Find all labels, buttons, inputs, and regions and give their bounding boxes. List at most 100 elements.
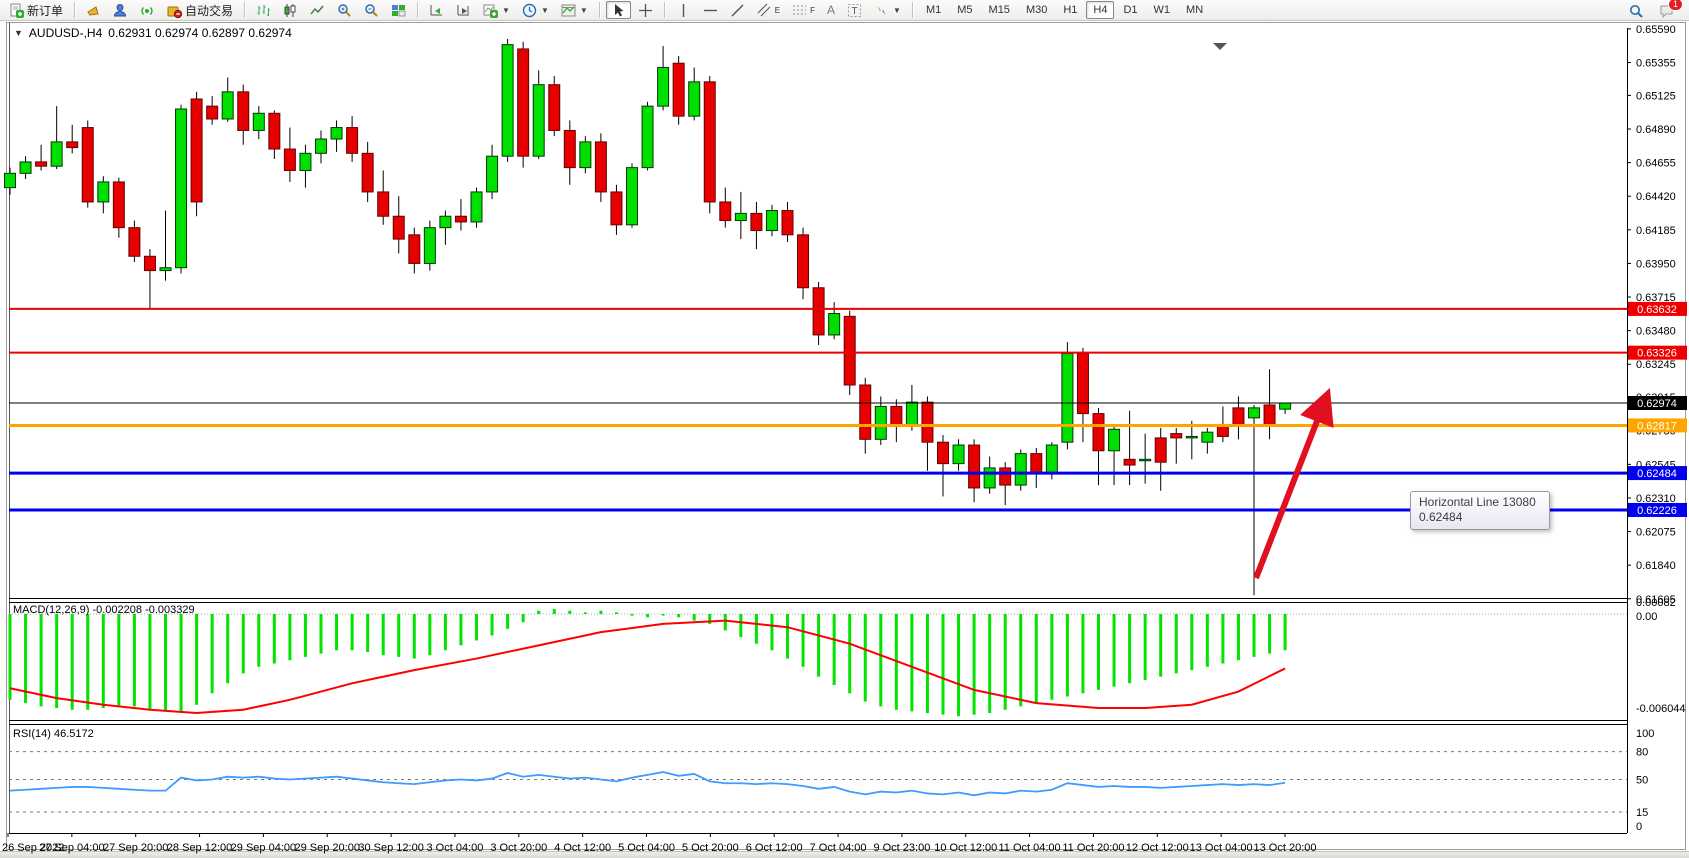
- periods-button[interactable]: ▼: [517, 1, 554, 19]
- period-d1-button[interactable]: D1: [1123, 4, 1138, 16]
- svg-text:0.65355: 0.65355: [1636, 58, 1676, 70]
- svg-text:26 Sep 2022: 26 Sep 2022: [2, 842, 64, 854]
- period-h4-button[interactable]: H4: [1086, 1, 1115, 19]
- search-icon: [1628, 3, 1643, 18]
- auto-scroll-icon: [429, 3, 444, 18]
- megaphone-button[interactable]: [81, 1, 106, 19]
- horizontal-line-icon: [703, 3, 718, 18]
- period-m15-button[interactable]: M15: [988, 4, 1010, 16]
- auto-scroll-button[interactable]: [424, 1, 449, 19]
- line-chart-icon: [310, 3, 325, 18]
- svg-text:0: 0: [1636, 821, 1642, 833]
- object-tooltip: Horizontal Line 13080 0.62484: [1410, 491, 1550, 530]
- trendline-icon: [730, 3, 745, 18]
- community-button[interactable]: [108, 1, 133, 19]
- notifications-button[interactable]: 1: [1654, 0, 1683, 19]
- candlestick-chart-button[interactable]: [278, 1, 303, 19]
- new-order-button[interactable]: 新订单: [4, 1, 68, 19]
- svg-text:0.65125: 0.65125: [1636, 90, 1676, 102]
- svg-text:0.63950: 0.63950: [1636, 258, 1676, 270]
- horizontal-line-tool-button[interactable]: [698, 1, 723, 19]
- candlestick-series: [4, 38, 1292, 596]
- channel-tool-button[interactable]: E: [752, 1, 785, 19]
- chart-shift-marker: [1213, 43, 1227, 50]
- dropdown-caret: ▼: [540, 5, 549, 15]
- svg-text:28 Sep 12:00: 28 Sep 12:00: [167, 842, 232, 854]
- svg-text:T: T: [851, 6, 857, 17]
- zoom-out-button[interactable]: [359, 1, 384, 19]
- svg-text:0.63326: 0.63326: [1637, 348, 1677, 360]
- trendline-tool-button[interactable]: [725, 1, 750, 19]
- svg-text:9 Oct 23:00: 9 Oct 23:00: [873, 842, 930, 854]
- auto-trading-button[interactable]: 自动交易: [162, 1, 238, 19]
- cursor-tool-button[interactable]: [605, 1, 631, 19]
- price-badge: [1628, 502, 1687, 517]
- period-m1-button[interactable]: M1: [925, 4, 942, 16]
- period-m5-button[interactable]: M5: [957, 4, 973, 16]
- svg-text:0.62075: 0.62075: [1636, 527, 1676, 539]
- fibo-letter: F: [810, 5, 816, 15]
- svg-text:0.61605: 0.61605: [1636, 594, 1676, 606]
- text-tool-icon: A: [827, 3, 836, 17]
- price-badge: [1628, 396, 1687, 410]
- period-m30-button[interactable]: M30: [1025, 4, 1048, 16]
- red-arrow: [1253, 387, 1334, 580]
- macd-panel: MACD(12,26,9) -0.002208 -0.003329 0.00082…: [8, 597, 1686, 717]
- svg-text:0.64655: 0.64655: [1636, 158, 1676, 170]
- svg-text:0.00: 0.00: [1636, 611, 1657, 623]
- price-badge: [1628, 466, 1687, 481]
- svg-text:0.64420: 0.64420: [1636, 191, 1676, 203]
- separator: [663, 2, 665, 18]
- crosshair-tool-button[interactable]: [633, 1, 658, 19]
- svg-text:0.63480: 0.63480: [1636, 326, 1676, 338]
- text-tool-button[interactable]: A: [822, 1, 840, 19]
- vertical-line-tool-button[interactable]: [671, 1, 696, 19]
- new-order-icon: [9, 3, 24, 18]
- tile-windows-icon: [391, 3, 406, 18]
- period-h1-button[interactable]: H1: [1063, 4, 1078, 16]
- period-mn-button[interactable]: MN: [1186, 4, 1204, 16]
- tile-windows-button[interactable]: [386, 1, 411, 19]
- templates-button[interactable]: ▼: [556, 1, 593, 19]
- svg-text:27 Sep 20:00: 27 Sep 20:00: [103, 842, 168, 854]
- svg-text:0.65590: 0.65590: [1636, 24, 1676, 36]
- svg-text:7 Oct 04:00: 7 Oct 04:00: [810, 842, 867, 854]
- chart-ohlc-values: 0.62931 0.62974 0.62897 0.62974: [108, 26, 292, 40]
- template-icon: [561, 3, 576, 18]
- svg-text:30 Sep 12:00: 30 Sep 12:00: [358, 842, 423, 854]
- fibonacci-tool-button[interactable]: F: [787, 1, 820, 19]
- svg-text:4 Oct 12:00: 4 Oct 12:00: [554, 842, 611, 854]
- channel-icon: [757, 3, 772, 18]
- separator: [417, 2, 419, 18]
- chart-shift-button[interactable]: [451, 1, 476, 19]
- svg-text:10 Oct 12:00: 10 Oct 12:00: [934, 842, 997, 854]
- rsi-line: [9, 771, 1286, 797]
- period-w1-button[interactable]: W1: [1153, 4, 1171, 16]
- chevron-down-icon[interactable]: ▼: [14, 28, 23, 38]
- auto-trading-icon: [167, 3, 183, 18]
- notification-count-badge: 1: [1667, 0, 1683, 11]
- zoom-in-button[interactable]: [332, 1, 357, 19]
- line-chart-button[interactable]: [305, 1, 330, 19]
- bar-chart-button[interactable]: [251, 1, 276, 19]
- svg-text:50: 50: [1636, 775, 1648, 787]
- label-tool-button[interactable]: T: [842, 1, 867, 19]
- svg-text:27 Sep 04:00: 27 Sep 04:00: [39, 842, 104, 854]
- svg-text:0.61840: 0.61840: [1636, 560, 1676, 572]
- arrows-tool-button[interactable]: ▼: [869, 1, 906, 19]
- window-bottom-edge: [0, 851, 1689, 858]
- svg-text:80: 80: [1636, 747, 1648, 759]
- bar-chart-icon: [256, 3, 271, 18]
- candlestick-chart-icon: [283, 3, 298, 18]
- new-order-label: 新订单: [27, 3, 64, 18]
- signals-button[interactable]: [135, 1, 160, 19]
- horizontal-lines[interactable]: 0.63632 0.63326 0.62974 0.62817 0.62484 0.622…: [9, 301, 1687, 517]
- separator: [74, 2, 76, 18]
- svg-text:0.63632: 0.63632: [1637, 304, 1677, 316]
- search-button[interactable]: [1623, 1, 1648, 19]
- indicators-button[interactable]: ▼: [478, 1, 515, 19]
- arrow-annotation[interactable]: [1253, 387, 1334, 580]
- svg-text:-0.006044: -0.006044: [1636, 703, 1686, 715]
